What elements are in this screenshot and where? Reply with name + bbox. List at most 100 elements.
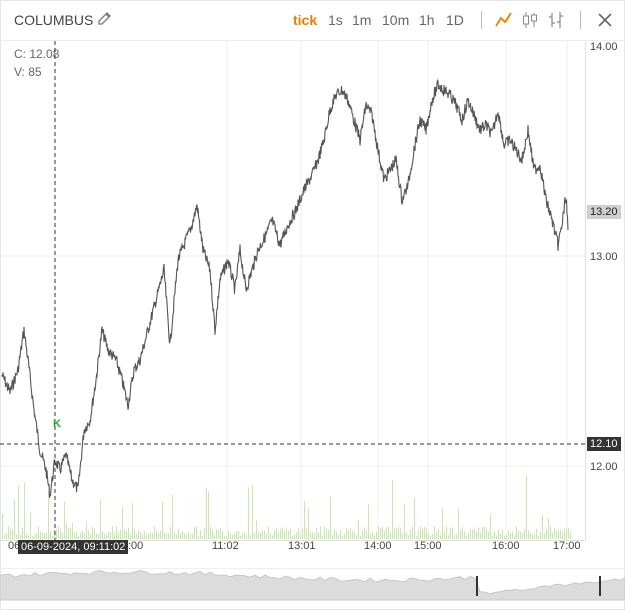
volume-bar <box>270 534 271 539</box>
volume-bar <box>540 531 541 539</box>
volume-bar <box>558 530 559 539</box>
timeframe-1d[interactable]: 1D <box>446 12 464 28</box>
volume-bar <box>384 531 385 539</box>
volume-bar <box>226 535 227 539</box>
volume-bar <box>482 527 483 539</box>
volume-bar <box>254 532 255 539</box>
volume-bar <box>28 535 29 539</box>
volume-bar <box>282 527 283 539</box>
pencil-icon[interactable] <box>96 11 112 27</box>
price-line <box>1 79 569 498</box>
volume-bar <box>474 529 475 539</box>
timeframe-1s[interactable]: 1s <box>328 12 343 28</box>
volume-bar <box>500 533 501 539</box>
volume-bar <box>366 530 367 539</box>
volume-bar <box>36 533 37 539</box>
close-icon[interactable] <box>595 10 615 30</box>
volume-bar <box>34 534 35 539</box>
volume-bar <box>320 526 321 539</box>
volume-bar <box>162 501 163 539</box>
time-tick-label: 11:02 <box>212 540 239 552</box>
volume-bar <box>8 526 9 539</box>
volume-bar <box>472 529 473 539</box>
volume-bar <box>380 528 381 539</box>
volume-bar <box>416 535 417 539</box>
timeframe-10m[interactable]: 10m <box>382 12 410 28</box>
volume-bar <box>140 532 141 539</box>
volume-bar <box>406 531 407 539</box>
volume-bar <box>404 503 405 539</box>
volume-bar <box>504 535 505 539</box>
volume-bar <box>64 501 65 539</box>
volume-bar <box>116 526 117 539</box>
price-tick-label: 12.00 <box>590 461 618 473</box>
volume-bar <box>58 526 59 539</box>
volume-bar <box>104 533 105 539</box>
volume-bar <box>68 528 69 539</box>
volume-bar <box>258 531 259 539</box>
volume-bar <box>100 499 101 539</box>
volume-bar <box>184 534 185 539</box>
volume-bar <box>118 532 119 539</box>
volume-bar <box>148 533 149 539</box>
volume-bar <box>242 533 243 539</box>
volume-bar <box>388 527 389 539</box>
volume-bar <box>348 530 349 539</box>
volume-bar <box>74 532 75 539</box>
volume-bar <box>268 526 269 539</box>
volume-bar <box>312 532 313 539</box>
last-price-tag: 13.20 <box>587 205 621 219</box>
volume-bar <box>238 531 239 539</box>
volume-bar <box>478 527 479 539</box>
volume-bar <box>12 529 13 539</box>
volume-bar <box>496 535 497 539</box>
timeframe-tick[interactable]: tick <box>293 12 318 28</box>
candlestick-icon[interactable] <box>520 10 540 30</box>
volume-bar <box>32 535 33 539</box>
volume-bar <box>494 531 495 539</box>
volume-bar <box>246 535 247 539</box>
volume-bar <box>40 531 41 539</box>
volume-bar <box>236 530 237 539</box>
volume-bar <box>142 534 143 539</box>
volume-bar <box>360 535 361 539</box>
volume-bar <box>262 530 263 539</box>
volume-bar <box>328 529 329 539</box>
volume-bar <box>434 526 435 539</box>
volume-bar <box>232 534 233 539</box>
volume-bar <box>72 522 73 539</box>
volume-bar <box>38 526 39 539</box>
volume-bar <box>450 528 451 539</box>
volume-bar <box>470 528 471 539</box>
ohlc-bars-icon[interactable] <box>546 10 566 30</box>
volume-bar <box>308 508 309 539</box>
volume-bar <box>120 529 121 539</box>
volume-bar <box>394 528 395 539</box>
volume-bar <box>76 532 77 539</box>
volume-bar <box>286 528 287 539</box>
volume-bar <box>16 534 17 539</box>
volume-bar <box>486 529 487 539</box>
volume-bar <box>266 534 267 539</box>
volume-bar <box>136 533 137 539</box>
volume-bar <box>52 535 53 539</box>
event-marker[interactable]: K <box>53 418 61 430</box>
volume-bar <box>256 520 257 539</box>
line-chart-icon[interactable] <box>494 10 514 30</box>
volume-readout: V: 85 <box>14 65 42 79</box>
volume-bar <box>428 532 429 539</box>
volume-bar <box>272 535 273 539</box>
volume-bar <box>172 494 173 539</box>
volume-bar <box>98 534 99 539</box>
timeframe-1m[interactable]: 1m <box>352 12 372 28</box>
volume-bar <box>522 533 523 539</box>
volume-bar <box>4 534 5 539</box>
timeframe-1h[interactable]: 1h <box>419 12 435 28</box>
volume-bar <box>70 527 71 539</box>
volume-bar <box>520 531 521 539</box>
volume-bar <box>78 535 79 539</box>
volume-bar <box>444 532 445 539</box>
volume-bar <box>14 499 15 539</box>
volume-bar <box>310 532 311 539</box>
